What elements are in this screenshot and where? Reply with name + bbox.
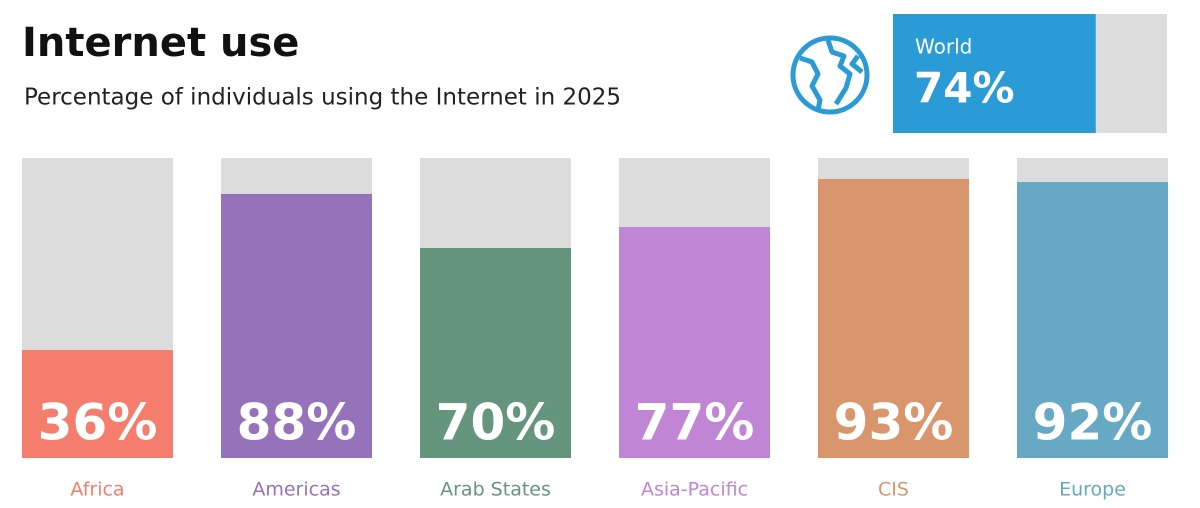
category-label: Africa xyxy=(70,479,124,501)
value-label: 77% xyxy=(635,394,755,452)
value-label: 36% xyxy=(38,394,158,452)
value-label: 92% xyxy=(1033,394,1153,452)
world-bar xyxy=(893,14,1096,133)
category-label: Arab States xyxy=(440,479,551,501)
bar xyxy=(619,227,770,458)
category-label: Americas xyxy=(252,479,340,501)
globe-icon xyxy=(790,35,870,115)
category-label: CIS xyxy=(878,479,909,501)
world-value-label: 74% xyxy=(914,64,1015,113)
bar xyxy=(818,179,969,458)
category-label: Asia-Pacific xyxy=(641,479,748,501)
bar xyxy=(22,350,173,458)
bar xyxy=(1017,182,1168,458)
bar xyxy=(221,194,372,458)
chart-title: Internet use xyxy=(22,20,299,66)
value-label: 88% xyxy=(237,394,357,452)
value-label: 93% xyxy=(834,394,954,452)
value-label: 70% xyxy=(436,394,556,452)
world-name: World xyxy=(915,35,972,59)
category-label: Europe xyxy=(1059,479,1126,501)
chart-subtitle: Percentage of individuals using the Inte… xyxy=(24,85,621,111)
bar xyxy=(420,248,571,458)
